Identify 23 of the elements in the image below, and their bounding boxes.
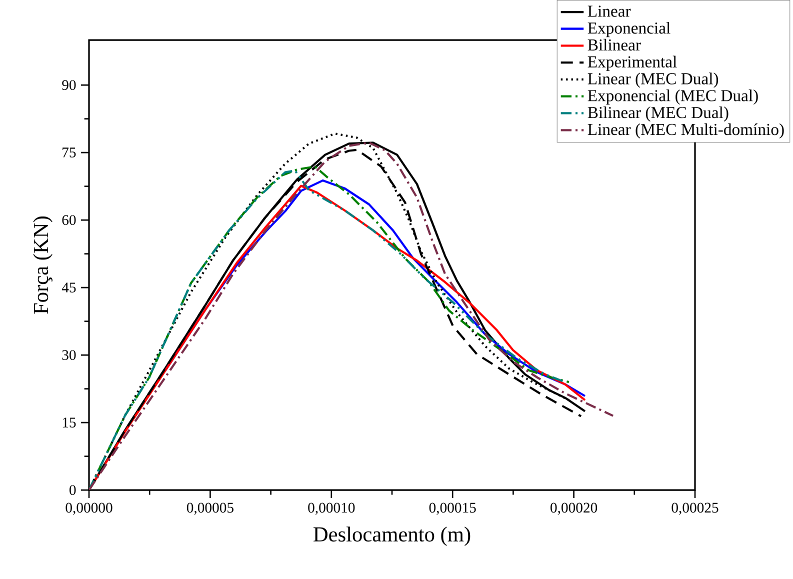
legend-label: Exponencial (MEC Dual) — [588, 90, 758, 105]
x-tick-label: 0,00005 — [186, 502, 234, 515]
y-tick-label: 15 — [62, 418, 76, 428]
y-tick-label: 75 — [62, 148, 76, 158]
y-axis-title: Força (KN) — [33, 216, 52, 314]
legend-label: Experimental — [588, 56, 677, 71]
legend-label: Bilinear (MEC Dual) — [588, 106, 728, 122]
y-tick-label: 60 — [62, 215, 76, 225]
legend-label: Linear (MEC Multi-domínio) — [588, 123, 784, 138]
y-tick-label: 90 — [62, 80, 76, 90]
legend-label: Bilinear — [588, 38, 641, 51]
x-tick-label: 0,00015 — [429, 502, 476, 515]
x-tick-label: 0,00025 — [672, 502, 718, 515]
legend-label: Linear — [588, 6, 631, 17]
x-tick-label: 0,00020 — [550, 502, 598, 515]
y-tick-label: 0 — [70, 485, 76, 495]
x-tick-label: 0,00000 — [66, 502, 112, 515]
y-tick-label: 30 — [62, 350, 76, 360]
legend-label: Linear (MEC Dual) — [588, 72, 718, 88]
x-axis-title: Deslocamento (m) — [314, 526, 470, 546]
legend-label: Exponencial — [588, 22, 670, 38]
x-tick-label: 0,00010 — [308, 502, 355, 515]
y-tick-label: 45 — [62, 282, 76, 292]
